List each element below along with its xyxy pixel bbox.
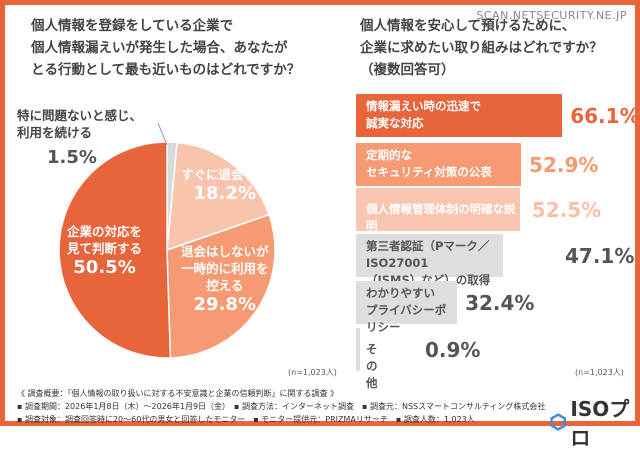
bar-value-label: 66.1% bbox=[570, 104, 640, 128]
hexagon-logo-icon bbox=[550, 413, 566, 431]
bar: 定期的な セキュリティ対策の公表 bbox=[356, 143, 522, 186]
bar: わかりやすい プライバシーポリシー bbox=[356, 281, 458, 334]
bar-value-label: 0.9% bbox=[425, 338, 481, 362]
bar-sample-size: (n=1,023人) bbox=[575, 368, 624, 377]
pie-question-title: 個人情報を登録をしている企業で 個人情報漏えいが発生した場合、あなたが とる行動… bbox=[31, 18, 301, 78]
bar: 個人情報管理体制の明確な説明 bbox=[356, 188, 520, 233]
survey-footer: 《 調査概要：「個人情報の取り扱いに対する不安意識と企業の信頼判断」に関する調査… bbox=[17, 387, 545, 426]
bar-value-label: 47.1% bbox=[565, 244, 635, 268]
bar-label: 定期的な セキュリティ対策の公表 bbox=[366, 148, 492, 179]
isopro-logo: ISOプロ bbox=[550, 393, 635, 451]
pie-label-continue: 特に問題ないと感じ、 利用を続ける 1.5% bbox=[17, 108, 143, 168]
footer-target: ▪ 調査対象：調査回答時に20～60代の男女と回答したモニター ▪ モニター提供… bbox=[17, 415, 475, 424]
pie-sample-size: (n=1,023人) bbox=[288, 368, 337, 377]
pie-slice bbox=[166, 213, 276, 359]
pie-label-judge: 企業の対応を 見て判断する 50.5% bbox=[67, 224, 143, 278]
pie-chart bbox=[58, 122, 276, 359]
bar-label: 情報漏えい時の迅速で 誠実な対応 bbox=[366, 99, 481, 130]
footer-period: ▪ 調査期間：2026年1月8日（木）～2026年1月9日（金） ▪ 調査方法：… bbox=[17, 402, 546, 411]
leader-line bbox=[157, 122, 168, 146]
bar-value-label: 52.9% bbox=[529, 153, 599, 177]
bar: 第三者認証（Pマーク／ISO27001 （ISMS）など）の取得 bbox=[356, 234, 503, 287]
bar-value-label: 52.5% bbox=[531, 198, 602, 222]
bar-question-title: 個人情報を安心して預けるために、 企業に求めたい取り組みはどれですか？ （複数回… bbox=[360, 18, 603, 78]
pie-label-quit: すぐに退会する 18.2% bbox=[181, 167, 269, 204]
bar-label: わかりやすい プライバシーポリシー bbox=[366, 286, 447, 334]
watermark: SCAN.NETSECURITY.NE.JP bbox=[476, 9, 627, 22]
bar-label: 個人情報管理体制の明確な説明 bbox=[366, 202, 516, 233]
bar: その他 bbox=[356, 328, 378, 390]
bar-value-label: 32.4% bbox=[465, 291, 535, 315]
bar: 情報漏えい時の迅速で 誠実な対応 bbox=[356, 94, 563, 137]
bar-label: その他 bbox=[366, 342, 378, 390]
pie-slice bbox=[58, 141, 172, 359]
footer-summary: 《 調査概要：「個人情報の取り扱いに対する不安意識と企業の信頼判断」に関する調査… bbox=[17, 389, 339, 398]
pie-label-refrain: 退会はしないが 一時的に利用を 控える 29.8% bbox=[181, 244, 269, 315]
